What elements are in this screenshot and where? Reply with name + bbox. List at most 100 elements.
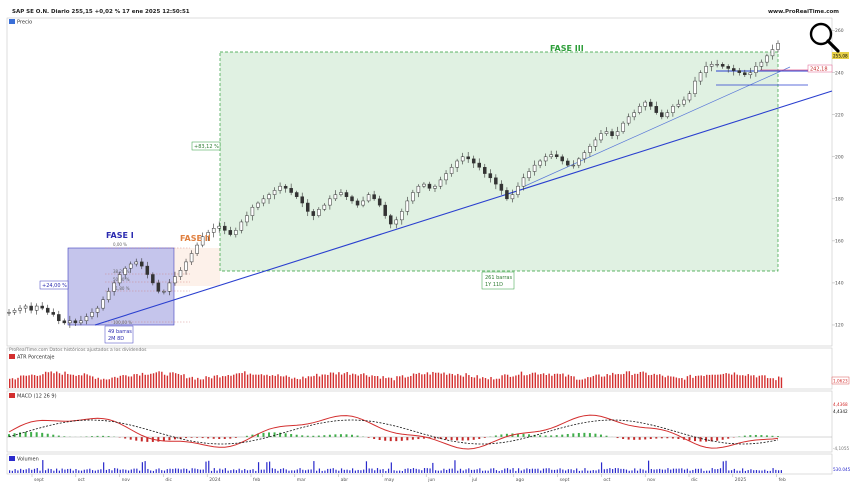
volume-bar — [609, 468, 611, 473]
atr-bar — [374, 376, 376, 388]
candle — [532, 160, 537, 176]
atr-bar — [661, 375, 664, 388]
volume-bar — [329, 468, 332, 473]
macd-histogram — [8, 431, 779, 442]
atr-bar — [578, 379, 581, 388]
atr-bar — [559, 374, 561, 388]
volume-bar — [482, 470, 484, 473]
macd-hist-bar — [35, 432, 38, 437]
macd-hist-bar — [107, 436, 110, 437]
atr-bar — [678, 378, 680, 388]
volume-bar — [233, 469, 235, 473]
atr-bar — [127, 376, 130, 388]
volume-bar — [9, 470, 11, 473]
volume-bar — [736, 470, 738, 473]
candle — [178, 267, 183, 280]
atr-bar — [581, 379, 584, 388]
atr-bar — [766, 378, 769, 388]
macd-hist-bar — [207, 437, 210, 439]
atr-bar — [352, 373, 354, 388]
atr-legend-swatch — [9, 354, 15, 359]
bars3-line2: 1Y 11D — [485, 282, 503, 288]
atr-bar — [111, 377, 113, 388]
atr-bar — [396, 376, 398, 388]
brand-label[interactable]: www.ProRealTime.com — [767, 9, 839, 15]
macd-hist-bar — [727, 437, 730, 439]
macd-hist-bar — [262, 432, 265, 437]
macd-hist-bar — [279, 432, 282, 437]
candle — [366, 192, 371, 203]
atr-bar — [584, 378, 586, 388]
atr-bar — [437, 372, 440, 388]
volume-bar — [529, 469, 531, 473]
atr-bar — [230, 375, 232, 388]
candle — [566, 158, 570, 167]
atr-bar — [83, 373, 86, 388]
volume-bar — [432, 462, 434, 473]
atr-bar — [114, 376, 116, 388]
atr-bar — [42, 374, 44, 388]
volume-bar — [174, 468, 177, 473]
atr-bar — [703, 375, 705, 388]
candle — [117, 271, 122, 286]
macd-hist-bar — [295, 434, 298, 437]
x-tick-label: jun — [427, 477, 435, 483]
candle — [649, 98, 653, 110]
volume-bar — [551, 469, 553, 473]
candle — [400, 208, 404, 225]
atr-bar — [529, 374, 531, 388]
y-tick-label: 160 — [835, 238, 844, 244]
atr-bar — [750, 375, 752, 388]
atr-bar — [589, 377, 592, 388]
atr-bar — [53, 373, 55, 388]
candle — [361, 196, 365, 208]
atr-bar — [620, 374, 622, 388]
atr-bar — [636, 373, 639, 388]
volume-bar — [382, 469, 384, 473]
macd-hist-bar — [500, 434, 503, 437]
atr-bar — [72, 374, 75, 388]
volume-bar — [349, 470, 351, 473]
y-tick-label: 200 — [835, 154, 844, 160]
macd-hist-bar — [616, 437, 619, 439]
volume-bar — [559, 468, 561, 473]
y-tick-label: 260 — [835, 28, 844, 34]
atr-bar — [89, 375, 91, 388]
volume-bar — [274, 468, 276, 473]
atr-bar — [659, 374, 661, 388]
y-tick-label: 220 — [835, 112, 844, 118]
volume-value: 530.045 — [833, 467, 851, 472]
volume-bar — [307, 469, 309, 473]
volume-bar — [343, 469, 345, 473]
atr-bar — [44, 371, 47, 388]
candle — [704, 61, 708, 78]
macd-hist-bar — [666, 437, 669, 439]
candle — [499, 180, 504, 195]
volume-bar — [670, 469, 672, 473]
atr-bar — [338, 372, 340, 388]
current-price-label: 255,08 — [833, 54, 848, 59]
atr-bar — [191, 376, 193, 388]
candle — [339, 189, 343, 197]
volume-bar — [567, 469, 569, 473]
volume-bar — [14, 469, 16, 473]
atr-bar — [753, 375, 755, 388]
candle — [23, 304, 28, 313]
candle — [272, 187, 277, 200]
volume-bar — [700, 468, 702, 473]
volume-bar — [56, 468, 58, 473]
volume-bar — [269, 461, 271, 473]
volume-bar — [17, 470, 19, 473]
atr-bar — [451, 373, 453, 388]
atr-bar — [772, 378, 774, 388]
atr-bar — [484, 378, 487, 388]
atr-bar — [50, 371, 52, 388]
macd-hist-bar — [46, 433, 49, 437]
macd-hist-bar — [400, 437, 403, 441]
macd-hist-bar — [245, 435, 248, 437]
magnifier-icon[interactable] — [809, 22, 840, 53]
volume-bar — [224, 468, 226, 473]
x-tick-label: nov — [122, 478, 131, 483]
volume-bar — [556, 469, 558, 473]
